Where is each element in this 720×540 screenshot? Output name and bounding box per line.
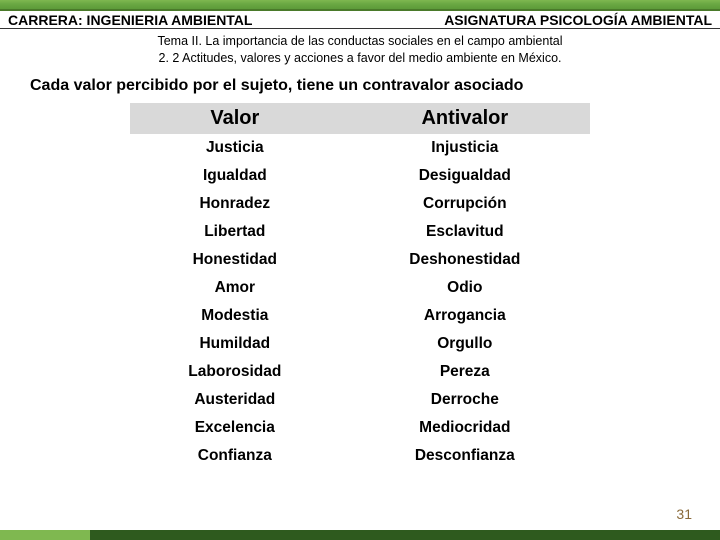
page-number: 31: [676, 506, 692, 522]
table-row: JusticiaInjusticia: [130, 134, 590, 162]
cell-valor: Excelencia: [130, 414, 340, 442]
table-row: ModestiaArrogancia: [130, 302, 590, 330]
cell-antivalor: Desconfianza: [340, 442, 590, 470]
cell-antivalor: Odio: [340, 274, 590, 302]
cell-antivalor: Deshonestidad: [340, 246, 590, 274]
cell-valor: Modestia: [130, 302, 340, 330]
table-container: Valor Antivalor JusticiaInjusticiaIguald…: [0, 103, 720, 470]
cell-valor: Justicia: [130, 134, 340, 162]
table-row: LibertadEsclavitud: [130, 218, 590, 246]
header-row: CARRERA: INGENIERIA AMBIENTAL ASIGNATURA…: [0, 10, 720, 29]
values-table: Valor Antivalor JusticiaInjusticiaIguald…: [130, 103, 590, 470]
tema-line-1: Tema II. La importancia de las conductas…: [0, 33, 720, 50]
tema-line-2: 2. 2 Actitudes, valores y acciones a fav…: [0, 50, 720, 67]
cell-valor: Libertad: [130, 218, 340, 246]
tema-block: Tema II. La importancia de las conductas…: [0, 33, 720, 67]
table-row: HonradezCorrupción: [130, 190, 590, 218]
cell-valor: Honestidad: [130, 246, 340, 274]
col-header-valor: Valor: [130, 103, 340, 134]
table-header-row: Valor Antivalor: [130, 103, 590, 134]
cell-antivalor: Desigualdad: [340, 162, 590, 190]
cell-antivalor: Mediocridad: [340, 414, 590, 442]
cell-valor: Honradez: [130, 190, 340, 218]
table-row: IgualdadDesigualdad: [130, 162, 590, 190]
table-row: AmorOdio: [130, 274, 590, 302]
asignatura-label: ASIGNATURA PSICOLOGÍA AMBIENTAL: [444, 12, 712, 28]
cell-antivalor: Orgullo: [340, 330, 590, 358]
table-row: HonestidadDeshonestidad: [130, 246, 590, 274]
cell-antivalor: Pereza: [340, 358, 590, 386]
cell-antivalor: Injusticia: [340, 134, 590, 162]
table-row: HumildadOrgullo: [130, 330, 590, 358]
cell-antivalor: Arrogancia: [340, 302, 590, 330]
cell-valor: Laborosidad: [130, 358, 340, 386]
table-row: LaborosidadPereza: [130, 358, 590, 386]
cell-antivalor: Esclavitud: [340, 218, 590, 246]
table-row: ConfianzaDesconfianza: [130, 442, 590, 470]
slide-subtitle: Cada valor percibido por el sujeto, tien…: [30, 77, 720, 95]
top-decoration: [0, 0, 720, 10]
col-header-antivalor: Antivalor: [340, 103, 590, 134]
table-row: AusteridadDerroche: [130, 386, 590, 414]
cell-valor: Igualdad: [130, 162, 340, 190]
cell-valor: Confianza: [130, 442, 340, 470]
bottom-decoration: [0, 530, 720, 540]
cell-antivalor: Derroche: [340, 386, 590, 414]
cell-valor: Austeridad: [130, 386, 340, 414]
cell-valor: Humildad: [130, 330, 340, 358]
cell-antivalor: Corrupción: [340, 190, 590, 218]
table-row: ExcelenciaMediocridad: [130, 414, 590, 442]
carrera-label: CARRERA: INGENIERIA AMBIENTAL: [8, 12, 252, 28]
cell-valor: Amor: [130, 274, 340, 302]
